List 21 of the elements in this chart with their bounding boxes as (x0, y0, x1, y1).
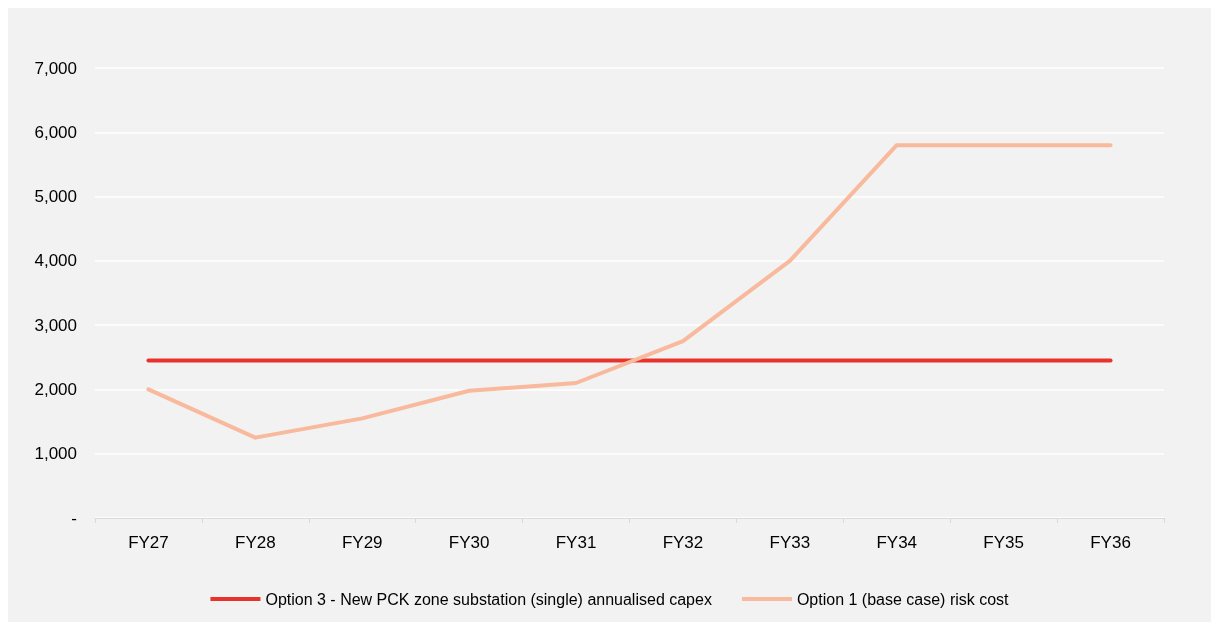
y-tick-label: 1,000 (34, 444, 77, 464)
y-tick-label: 7,000 (34, 58, 77, 78)
y-tick-label: - (71, 508, 77, 528)
x-tick-label: FY32 (662, 533, 704, 552)
y-tick-label: 2,000 (34, 379, 77, 399)
line-series (146, 143, 1113, 440)
x-tick-label: FY36 (1090, 533, 1131, 552)
x-tick-label: FY31 (555, 533, 597, 552)
y-tick-label: 3,000 (34, 315, 77, 335)
x-tick-label: FY35 (983, 533, 1024, 552)
x-tick-label: FY27 (128, 533, 169, 552)
x-tick-label: FY29 (341, 533, 383, 552)
x-tick-label: FY30 (448, 533, 490, 552)
y-tick-label: 5,000 (34, 187, 77, 207)
x-tick-label: FY34 (876, 533, 918, 552)
x-tick-label: FY33 (769, 533, 811, 552)
y-tick-label: 4,000 (34, 251, 77, 271)
y-tick-label: 6,000 (34, 122, 77, 142)
legend-label: Option 3 - New PCK zone substation (single) annualised capex (265, 590, 712, 608)
legend-label: Option 1 (base case) risk cost (796, 590, 1010, 608)
x-tick-label: FY28 (235, 533, 276, 552)
